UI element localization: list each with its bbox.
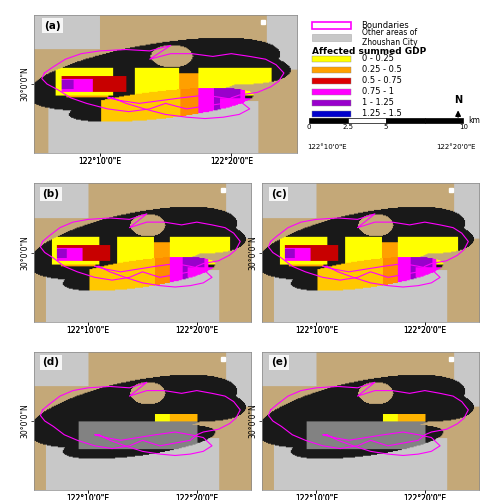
Text: 122°20'0"E: 122°20'0"E (436, 144, 476, 150)
Text: 0.75 - 1: 0.75 - 1 (362, 88, 393, 96)
Text: (d): (d) (43, 358, 60, 368)
Text: 2.5: 2.5 (342, 124, 353, 130)
Text: Boundaries: Boundaries (362, 21, 409, 30)
Text: 1 - 1.25: 1 - 1.25 (362, 98, 393, 108)
Text: 122°10'0"E: 122°10'0"E (307, 144, 347, 150)
Bar (386, 118, 425, 122)
Text: 0: 0 (307, 124, 311, 130)
Text: (a): (a) (45, 20, 61, 30)
Text: 1.25 - 1.5: 1.25 - 1.5 (362, 110, 401, 118)
Bar (313, 89, 351, 95)
Bar (348, 118, 386, 122)
Text: km: km (469, 116, 481, 125)
Bar (313, 34, 351, 41)
Text: (b): (b) (43, 189, 60, 199)
Text: (c): (c) (271, 189, 287, 199)
Bar (313, 100, 351, 106)
Bar (425, 118, 463, 122)
Text: Other areas of
Zhoushan City: Other areas of Zhoushan City (362, 28, 417, 47)
Text: N: N (454, 95, 462, 105)
Bar (313, 78, 351, 84)
Bar (313, 67, 351, 73)
Bar (313, 22, 351, 29)
Text: (e): (e) (271, 358, 287, 368)
Text: 0.25 - 0.5: 0.25 - 0.5 (362, 66, 401, 74)
Bar (313, 111, 351, 117)
Bar (309, 118, 348, 122)
Text: Affected summed GDP: Affected summed GDP (313, 48, 427, 56)
Text: 0 - 0.25: 0 - 0.25 (362, 54, 393, 63)
Text: 5: 5 (384, 124, 388, 130)
Bar (313, 56, 351, 62)
Text: 0.5 - 0.75: 0.5 - 0.75 (362, 76, 401, 86)
Text: 10: 10 (459, 124, 468, 130)
